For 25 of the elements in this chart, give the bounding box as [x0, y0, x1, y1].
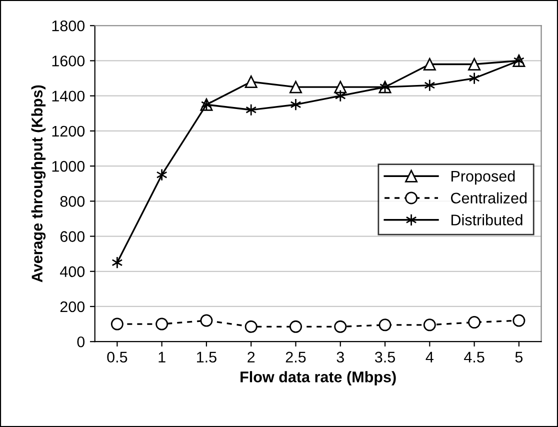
y-axis-title: Average throughput (Kbps): [31, 85, 46, 282]
legend-label: Proposed: [451, 170, 515, 185]
y-tick-label: 1400: [52, 90, 85, 102]
x-tick-label: 4.5: [464, 352, 484, 363]
y-tick-label: 600: [60, 231, 85, 242]
x-axis-title: Flow data rate (Mbps): [240, 371, 396, 386]
y-tick-label: 800: [60, 196, 85, 207]
legend-label: Distributed: [451, 214, 522, 226]
y-tick-label: 400: [60, 266, 85, 278]
y-tick-label: 0: [77, 336, 85, 348]
x-tick-label: 0.5: [107, 352, 128, 363]
x-tick-label: 1: [158, 352, 166, 362]
y-tick-label: 1200: [52, 126, 85, 137]
x-tick-label: 4: [426, 352, 434, 362]
x-tick-label: 2: [248, 352, 255, 362]
x-tick-label: 5: [515, 352, 523, 363]
x-tick-label: 3.5: [374, 352, 395, 363]
x-tick-label: 1.5: [197, 352, 216, 363]
y-tick-label: 1600: [52, 56, 85, 66]
y-tick-label: 200: [60, 301, 85, 312]
y-tick-label: 1800: [52, 20, 85, 32]
x-tick-label: 3: [336, 352, 344, 363]
legend-label: Centralized: [451, 192, 527, 204]
x-tick-label: 2.5: [286, 352, 306, 363]
y-tick-label: 1000: [52, 160, 85, 172]
